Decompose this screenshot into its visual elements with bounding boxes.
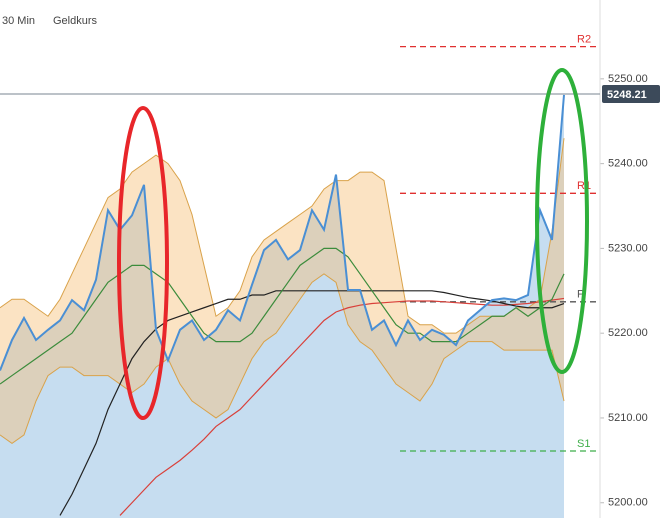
price-line — [0, 94, 565, 371]
price-area — [0, 94, 564, 518]
last-price-box — [602, 85, 660, 104]
band-upper — [0, 138, 565, 334]
y-axis: 5200.00 5210.00 5220.00 5230.00 5240.00 5250.… — [599, 0, 648, 518]
y-tick-label: 5210.00 — [608, 412, 648, 424]
pivot-label: R2 — [577, 34, 591, 46]
y-tick-label: 5230.00 — [608, 242, 648, 254]
y-tick-label: 5240.00 — [608, 158, 648, 170]
price-type: Geldkurs — [53, 15, 98, 27]
annotations — [117, 68, 589, 420]
plot-area — [0, 45, 597, 518]
last-price-label: 5248.21 — [607, 89, 647, 101]
moving-average — [119, 297, 565, 516]
moving-average — [59, 290, 565, 516]
green-ellipse — [535, 68, 589, 374]
y-tick-label: 5200.00 — [608, 497, 648, 509]
moving-average — [0, 247, 565, 385]
band-lower — [0, 273, 565, 445]
y-tick-label: 5250.00 — [608, 73, 648, 85]
y-tick-label: 5220.00 — [608, 327, 648, 339]
pivot-label: R1 — [577, 180, 591, 192]
pivot-label: S1 — [577, 438, 590, 450]
interval: 30 Min — [2, 15, 35, 27]
red-ellipse — [117, 106, 169, 420]
pivot-label: P — [577, 289, 584, 301]
